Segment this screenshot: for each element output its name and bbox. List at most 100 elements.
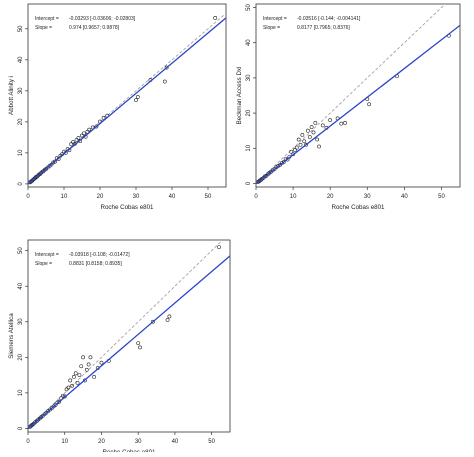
data-point [167, 314, 172, 319]
x-tick-label: 30 [133, 194, 140, 200]
y-tick-label: 0 [18, 182, 24, 186]
y-tick-label: 40 [246, 39, 252, 46]
data-point [313, 121, 318, 125]
data-point [289, 149, 294, 154]
plot-panel-2: 0 10 20 30 40 50 0 10 20 30 40 50 Roche Cobas e801 Be… [236, 3, 461, 211]
data-point [281, 160, 286, 164]
data-point [53, 403, 58, 407]
data-point [280, 161, 284, 165]
data-point [306, 128, 310, 133]
data-point [53, 159, 57, 164]
data-point [80, 133, 84, 138]
plot-frame [27, 3, 227, 188]
data-point [81, 131, 86, 136]
data-point [367, 102, 372, 107]
data-point [84, 367, 89, 372]
data-point [72, 374, 76, 379]
data-point [343, 121, 347, 125]
data-point [66, 385, 71, 390]
data-point [164, 65, 169, 70]
data-point [213, 16, 218, 20]
x-tick-label: 50 [438, 194, 445, 200]
data-point [134, 98, 138, 103]
y-tick-label: 20 [246, 109, 252, 116]
x-tick-label: 40 [401, 194, 408, 200]
y-axis-label: Siemens Atellica [8, 313, 15, 359]
data-point [300, 133, 305, 137]
slope-label: Slope = [35, 25, 52, 31]
plot-frame [27, 239, 231, 433]
data-point [30, 422, 35, 427]
data-point [285, 157, 290, 162]
x-tick-label: 10 [290, 194, 297, 200]
data-point [302, 139, 307, 144]
y-tick-label: 30 [18, 87, 24, 94]
data-point [298, 142, 303, 147]
y-tick-label: 50 [246, 4, 252, 11]
x-tick-label: 20 [98, 439, 105, 445]
slope-label: Slope = [35, 261, 52, 267]
data-point [76, 136, 81, 140]
intercept-label: Intercept = [35, 252, 59, 258]
data-point [79, 364, 84, 369]
x-tick-label: 0 [26, 439, 30, 445]
identity-line [256, 4, 446, 185]
data-point [68, 378, 73, 383]
y-tick-label: 10 [246, 144, 252, 151]
intercept-label: Intercept = [263, 16, 287, 22]
data-point [30, 178, 35, 183]
data-point [81, 355, 85, 360]
regression-line [256, 24, 460, 185]
data-point [311, 130, 316, 135]
data-point [309, 125, 314, 130]
data-point [294, 145, 299, 150]
y-tick-label: 40 [18, 56, 24, 63]
data-point [135, 95, 140, 99]
x-tick-label: 10 [61, 194, 68, 200]
data-point [77, 373, 82, 378]
data-point [101, 115, 106, 120]
y-tick-label: 20 [18, 118, 24, 125]
y-tick-label: 10 [18, 389, 24, 396]
x-axis-label: Roche Cobas e801 [332, 204, 386, 211]
data-point [71, 140, 75, 144]
data-point [339, 121, 344, 126]
slope-value: 0.8177 [0.7965; 0.8376] [297, 25, 350, 31]
data-point [51, 160, 56, 165]
data-point [162, 79, 167, 84]
data-point [73, 371, 78, 376]
data-point [150, 319, 155, 324]
slope-value: 0.974 [0.9657; 0.9878] [69, 25, 120, 31]
x-tick-label: 40 [172, 439, 179, 445]
plot-frame [255, 3, 461, 188]
data-point [293, 148, 297, 152]
y-tick-label: 30 [246, 74, 252, 81]
x-tick-label: 20 [97, 194, 104, 200]
y-tick-label: 0 [246, 181, 252, 185]
data-point [69, 142, 74, 147]
x-tick-label: 50 [208, 439, 215, 445]
x-tick-label: 40 [169, 194, 176, 200]
data-point [315, 137, 320, 142]
y-tick-label: 30 [18, 318, 24, 325]
y-tick-label: 20 [18, 353, 24, 360]
data-point [74, 137, 79, 142]
data-point [88, 355, 93, 360]
data-point [138, 345, 142, 350]
x-tick-label: 10 [61, 439, 68, 445]
data-point [86, 362, 91, 367]
data-point [87, 127, 92, 132]
data-point [258, 178, 263, 182]
y-axis-label: Abbott Alinity i [8, 76, 15, 115]
data-point [320, 123, 325, 128]
intercept-value: -0.03918 [-0.108; -0.01472] [69, 252, 130, 258]
data-point [75, 381, 80, 385]
x-tick-label: 30 [364, 194, 371, 200]
data-point [296, 137, 301, 142]
x-axis-label: Roche Cobas e801 [101, 204, 155, 211]
y-axis-label: Beckman Access Dxl [236, 67, 243, 125]
identity-line [28, 240, 224, 430]
regression-line [28, 255, 230, 430]
